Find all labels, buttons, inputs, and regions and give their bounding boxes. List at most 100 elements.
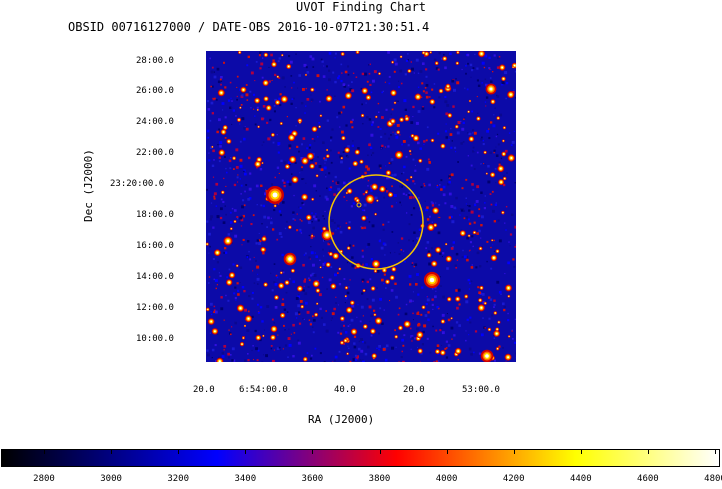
noise-pixel: [484, 101, 487, 103]
noise-pixel: [474, 53, 476, 56]
noise-pixel: [447, 318, 451, 322]
noise-pixel: [228, 329, 230, 331]
noise-pixel: [253, 108, 255, 110]
noise-pixel: [377, 102, 380, 105]
noise-pixel: [337, 304, 339, 306]
noise-pixel: [275, 274, 278, 277]
noise-pixel: [466, 88, 469, 91]
noise-pixel: [269, 118, 272, 122]
noise-pixel: [223, 345, 227, 348]
noise-pixel: [292, 355, 295, 358]
noise-pixel: [380, 246, 384, 250]
noise-pixel: [394, 282, 397, 285]
noise-pixel: [386, 190, 389, 193]
noise-pixel: [437, 231, 441, 235]
noise-pixel: [435, 346, 439, 349]
noise-pixel: [346, 200, 348, 202]
noise-pixel: [492, 244, 494, 246]
noise-pixel: [270, 221, 273, 225]
noise-pixel: [434, 295, 437, 298]
noise-pixel: [423, 324, 427, 328]
chart-subtitle: OBSID 00716127000 / DATE-OBS 2016-10-07T…: [68, 20, 430, 34]
star: [271, 133, 275, 137]
noise-pixel: [209, 332, 211, 334]
noise-pixel: [496, 95, 500, 98]
noise-pixel: [295, 125, 297, 127]
noise-pixel: [306, 352, 309, 354]
noise-pixel: [312, 226, 315, 230]
noise-pixel: [460, 120, 462, 123]
noise-pixel: [243, 290, 246, 293]
noise-pixel: [486, 240, 489, 243]
noise-pixel: [370, 146, 373, 149]
noise-pixel: [440, 57, 443, 60]
noise-pixel: [378, 345, 381, 348]
noise-pixel: [311, 272, 315, 276]
noise-pixel: [335, 296, 337, 298]
noise-pixel: [412, 158, 415, 161]
noise-pixel: [474, 204, 477, 207]
noise-pixel: [347, 65, 350, 68]
noise-pixel: [445, 347, 448, 349]
noise-pixel: [379, 297, 382, 301]
noise-pixel: [459, 208, 462, 210]
noise-pixel: [213, 192, 217, 196]
noise-pixel: [471, 69, 474, 72]
noise-pixel: [464, 87, 466, 89]
noise-pixel: [297, 295, 301, 298]
noise-pixel: [376, 270, 380, 273]
noise-pixel: [455, 151, 457, 153]
noise-pixel: [249, 258, 252, 261]
noise-pixel: [418, 313, 420, 316]
noise-pixel: [389, 162, 392, 165]
noise-pixel: [318, 122, 320, 124]
noise-pixel: [514, 96, 516, 99]
noise-pixel: [346, 155, 350, 159]
noise-pixel: [514, 70, 516, 73]
noise-pixel: [357, 347, 361, 351]
noise-pixel: [413, 72, 415, 74]
noise-pixel: [421, 107, 425, 110]
star: [507, 335, 511, 338]
noise-pixel: [448, 177, 451, 179]
noise-pixel: [361, 255, 364, 258]
noise-pixel: [235, 299, 237, 301]
noise-pixel: [325, 174, 327, 176]
noise-pixel: [423, 185, 426, 187]
noise-pixel: [243, 170, 245, 173]
noise-pixel: [370, 334, 373, 337]
noise-pixel: [381, 278, 384, 282]
noise-pixel: [462, 121, 465, 124]
noise-pixel: [239, 140, 242, 143]
noise-pixel: [214, 97, 216, 100]
noise-pixel: [310, 236, 314, 239]
noise-pixel: [366, 115, 369, 119]
noise-pixel: [445, 340, 448, 343]
noise-pixel: [273, 349, 275, 351]
noise-pixel: [401, 204, 402, 206]
noise-pixel: [367, 154, 369, 157]
noise-pixel: [412, 180, 415, 183]
noise-pixel: [329, 249, 332, 253]
noise-pixel: [355, 76, 358, 78]
noise-pixel: [260, 204, 263, 207]
noise-pixel: [331, 312, 335, 316]
noise-pixel: [217, 144, 219, 146]
noise-pixel: [514, 225, 516, 229]
noise-pixel: [401, 350, 403, 353]
star: [381, 267, 387, 273]
noise-pixel: [441, 328, 443, 330]
noise-pixel: [465, 65, 467, 67]
noise-pixel: [301, 202, 304, 205]
noise-pixel: [352, 358, 356, 361]
noise-pixel: [511, 329, 513, 331]
star: [417, 348, 423, 354]
noise-pixel: [316, 74, 320, 78]
noise-pixel: [513, 265, 516, 268]
noise-pixel: [295, 107, 297, 109]
noise-pixel: [215, 360, 218, 362]
noise-pixel: [218, 272, 220, 274]
noise-pixel: [498, 345, 501, 348]
noise-pixel: [213, 71, 215, 73]
noise-pixel: [282, 348, 284, 350]
